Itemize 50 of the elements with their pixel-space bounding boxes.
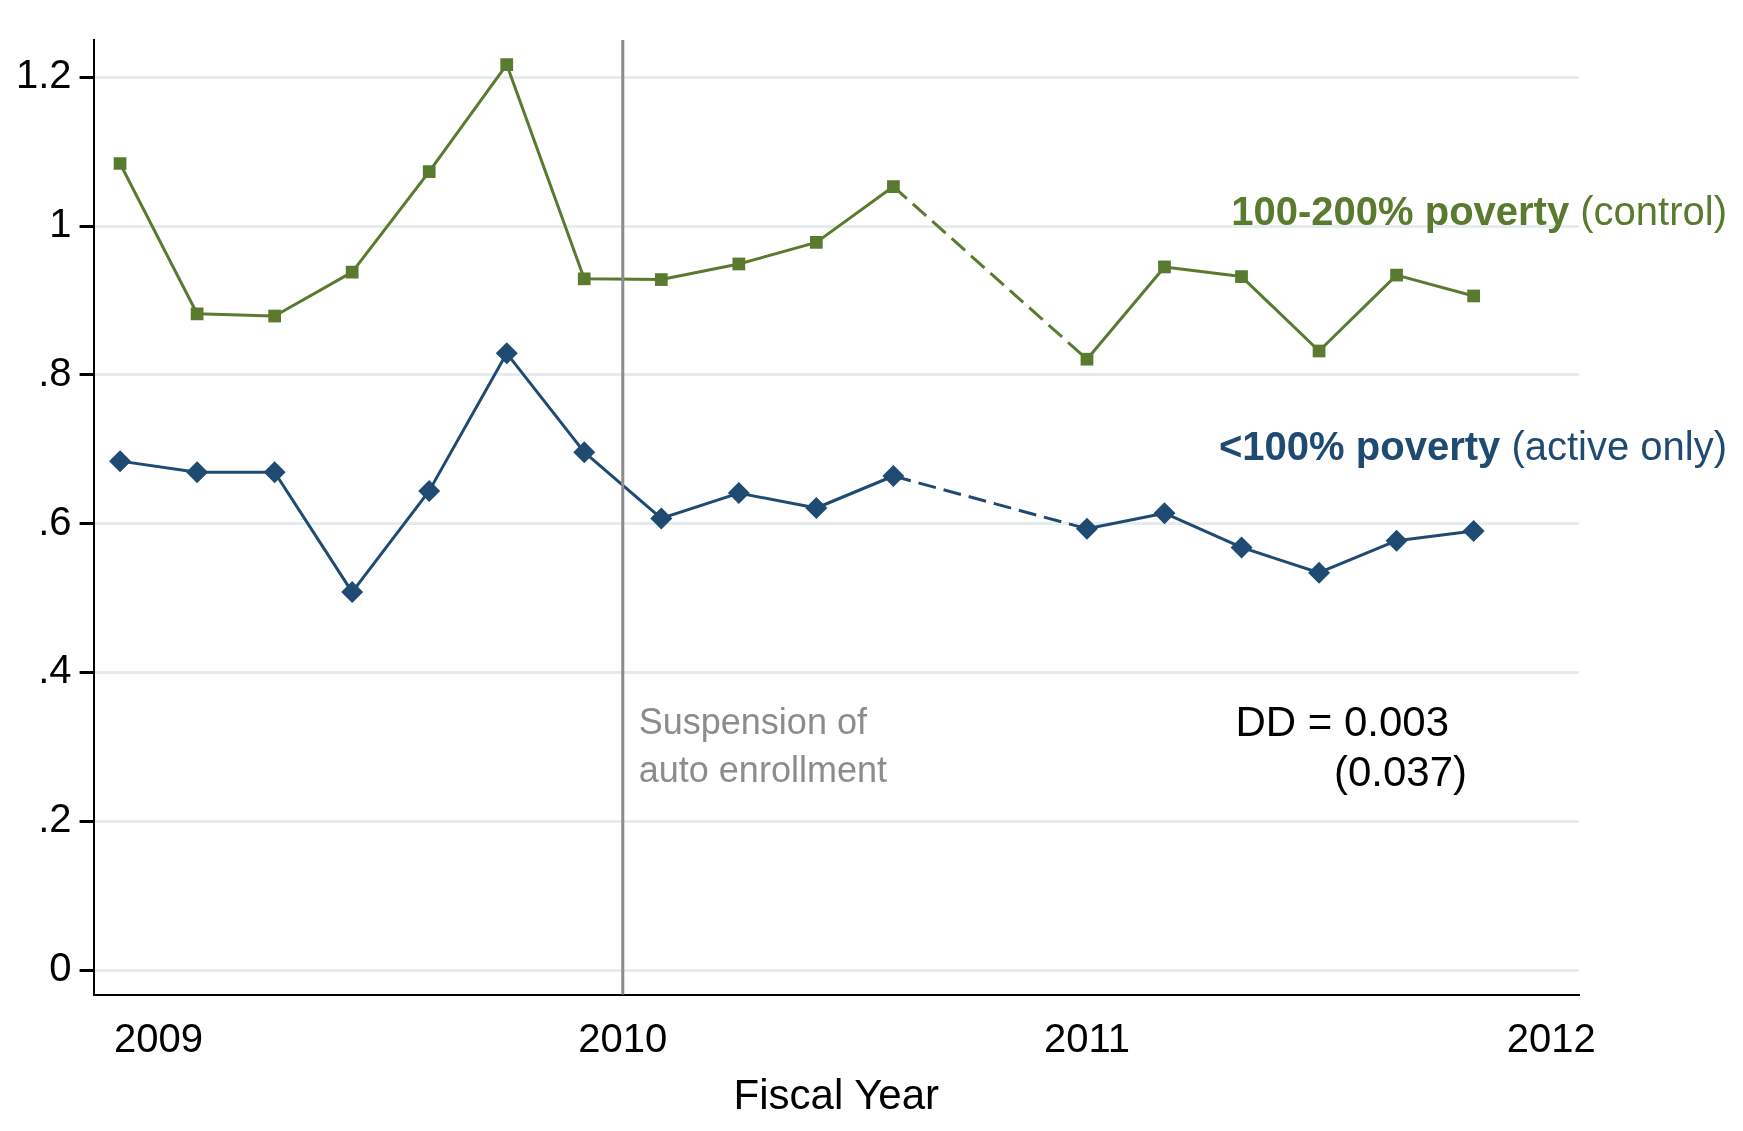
point [1153,502,1176,525]
point [190,307,204,321]
point [263,461,286,484]
x-tick-label: 2012 [1506,1015,1596,1060]
y-tick-label: .4 [38,647,72,692]
point [727,482,750,505]
y-tick-label: .6 [38,498,72,543]
point [1385,529,1408,552]
x-tick-label: 2011 [1043,1015,1130,1060]
y-tick-label: 1.2 [16,52,72,97]
point [1080,352,1094,366]
point [573,441,596,464]
point [650,507,673,530]
point [809,236,823,249]
point [341,581,364,604]
y-tick-label: .2 [38,796,72,841]
point [1462,520,1485,543]
series-label: <100% poverty (active only) [1218,424,1728,469]
x-tick-label: 2009 [114,1015,204,1060]
point [882,465,905,488]
point [805,497,828,519]
point [422,165,436,179]
point [186,461,209,484]
point [1308,561,1331,584]
y-tick-label: 0 [49,945,72,990]
point [654,273,668,286]
point [268,309,281,323]
annotation: (0.037) [1333,748,1468,796]
point [113,157,127,170]
annotation: DD = 0.003 [1235,698,1450,746]
point [1158,260,1171,274]
x-axis-title: Fiscal Year [733,1071,940,1119]
point [1230,536,1253,559]
point [1235,270,1248,283]
y-tick-label: 1 [49,201,72,246]
point [887,180,900,193]
point [495,342,518,365]
x-tick-label: 2010 [578,1015,668,1060]
point [109,450,132,473]
point [345,265,359,279]
series-label: 100-200% poverty (control) [1231,189,1727,234]
point [732,257,746,271]
ref-line-label: Suspension of auto enrollment [638,701,887,791]
y-tick-label: .8 [38,349,72,394]
point [500,58,514,71]
point [1390,268,1403,282]
point [1075,517,1098,540]
point [1467,289,1480,303]
point [418,479,441,502]
point [577,272,591,286]
